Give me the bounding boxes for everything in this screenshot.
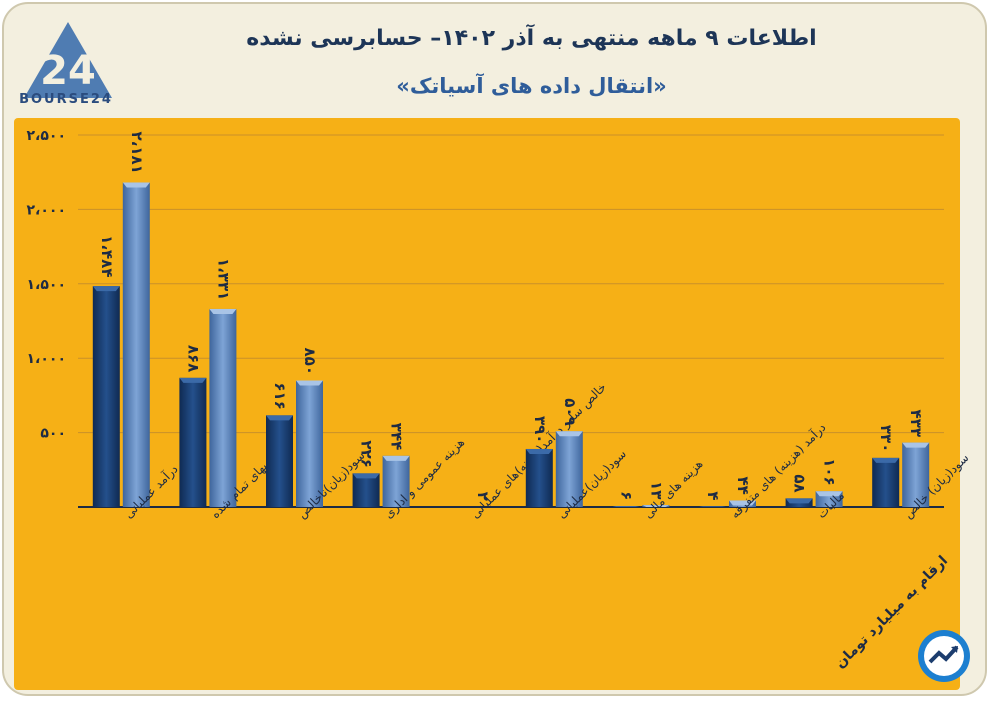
- data-label: ۱۰۶: [821, 458, 839, 485]
- data-label: ۸۵۰: [301, 348, 319, 375]
- data-label: ۴: [704, 491, 722, 500]
- data-label: ۱،۴۸۴: [98, 235, 116, 277]
- bar-bevel: [612, 506, 640, 507]
- bar: [266, 415, 293, 507]
- bar-bevel: [266, 415, 293, 421]
- bar-bevel: [209, 308, 237, 314]
- chart-title: اطلاعات ۹ ماهه منتهی به آذر ۱۴۰۲– حسابرس…: [246, 26, 817, 51]
- data-label: ۸۶۸: [184, 345, 202, 372]
- bar-bevel: [785, 498, 813, 504]
- bar: [352, 473, 380, 507]
- y-tick-label: ۵۰۰: [40, 426, 66, 442]
- bar: [902, 442, 930, 507]
- data-label: ۴۳۳: [907, 410, 925, 437]
- data-label: ۲،۱۸۱: [128, 131, 146, 173]
- bar-bevel: [525, 448, 553, 454]
- bar-bevel: [382, 455, 410, 461]
- trend-arrow-icon: [918, 630, 970, 682]
- bar-bevel: [92, 286, 120, 292]
- bar-bevel: [179, 377, 207, 383]
- bar-bevel: [902, 442, 930, 448]
- data-label: ۶۱۶: [271, 382, 289, 409]
- chart-subtitle: «انتقال داده های آسیاتک»: [396, 74, 667, 98]
- bar-bevel: [872, 457, 900, 463]
- bar: [92, 286, 120, 507]
- bar-bevel: [555, 431, 583, 437]
- bar: [555, 431, 583, 507]
- bar-bevel: [296, 380, 323, 386]
- bar: [179, 377, 207, 507]
- bourse24-logo-icon: 24: [24, 22, 112, 98]
- y-tick-label: ۱،۰۰۰: [27, 351, 67, 367]
- data-label: ۲: [474, 492, 492, 501]
- logo-text: BOURSE24: [19, 92, 113, 107]
- bar: [382, 455, 410, 507]
- data-label: ۲۲۶: [358, 440, 376, 467]
- y-tick-label: ۱،۵۰۰: [27, 277, 67, 293]
- bar-bevel: [642, 505, 670, 507]
- bar-bevel: [729, 500, 756, 506]
- svg-text:24: 24: [40, 48, 96, 94]
- bar-bevel: [815, 491, 843, 497]
- y-tick-label: ۲،۵۰۰: [27, 128, 67, 144]
- bar: [525, 448, 553, 507]
- data-label: ۵۸: [791, 474, 809, 492]
- bar: [209, 308, 237, 507]
- data-label: ۳۴۴: [388, 423, 406, 450]
- plot-area: [14, 118, 960, 690]
- data-label: ۴۴: [734, 476, 752, 494]
- y-tick-label: ۲،۰۰۰: [27, 202, 67, 218]
- data-label: ۱،۳۳۱: [214, 258, 232, 300]
- bar: [872, 457, 900, 507]
- data-label: ۱۳: [647, 481, 665, 499]
- data-label: ۳۹۰: [531, 416, 549, 443]
- bar: [122, 182, 150, 507]
- bar-bevel: [352, 473, 380, 479]
- bar: [296, 380, 323, 507]
- data-label: ۳۳۰: [877, 425, 895, 452]
- data-label: ۶: [617, 491, 635, 500]
- data-label: ۵۰۹: [561, 398, 579, 425]
- bar-bevel: [122, 182, 150, 188]
- bar-bevel: [699, 506, 726, 507]
